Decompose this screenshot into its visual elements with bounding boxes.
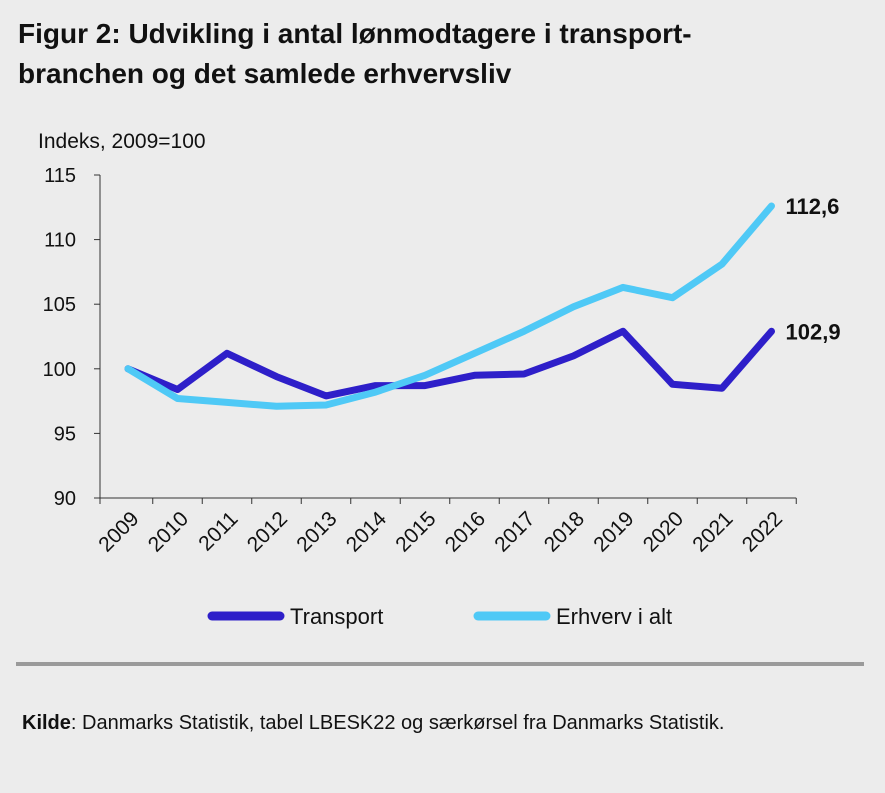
y-tick-label: 95 [54,423,76,445]
chart-title: Figur 2: Udvikling i antal lønmodtagere … [18,14,868,94]
chart-title-line-1: Figur 2: Udvikling i antal lønmodtagere … [18,18,692,49]
x-tick-label: 2020 [639,507,688,556]
x-tick-label: 2017 [490,507,539,556]
x-tick-label: 2019 [589,507,638,556]
y-tick-label: 110 [44,230,76,252]
y-axis-label: Indeks, 2009=100 [38,130,206,153]
chart-title-line-2: branchen og det samlede erhvervsliv [18,58,512,89]
legend-label: Transport [290,604,383,629]
y-tick-label: 115 [44,165,76,187]
x-tick-label: 2022 [738,507,787,556]
x-tick-label: 2014 [342,507,392,557]
x-tick-label: 2013 [292,507,341,556]
x-tick-label: 2018 [540,507,589,556]
x-tick-label: 2009 [94,507,143,556]
end-value-label: 112,6 [786,194,840,219]
source-label: Kilde [22,712,71,734]
x-tick-label: 2010 [144,507,193,556]
x-tick-label: 2016 [441,507,490,556]
divider [16,662,864,666]
series-line-transport [124,327,775,400]
x-tick-label: 2015 [391,507,440,556]
x-tick-label: 2012 [243,507,292,556]
x-tick-label: 2021 [688,507,737,556]
y-tick-label: 105 [43,294,76,316]
x-tick-label: 2011 [194,507,242,555]
end-value-label: 102,9 [786,319,841,344]
series-line-erhverv-i-alt [124,202,775,410]
source-text: : Danmarks Statistik, tabel LBESK22 og s… [70,712,725,734]
line-chart: Indeks, 2009=100 90 95 100 105 110 115 2009 2010… [38,130,841,629]
y-tick-label: 90 [54,488,76,510]
y-tick-label: 100 [43,359,76,381]
source-note: Kilde: Danmarks Statistik, tabel LBESK22… [22,708,862,738]
legend-label: Erhverv i alt [556,604,672,629]
